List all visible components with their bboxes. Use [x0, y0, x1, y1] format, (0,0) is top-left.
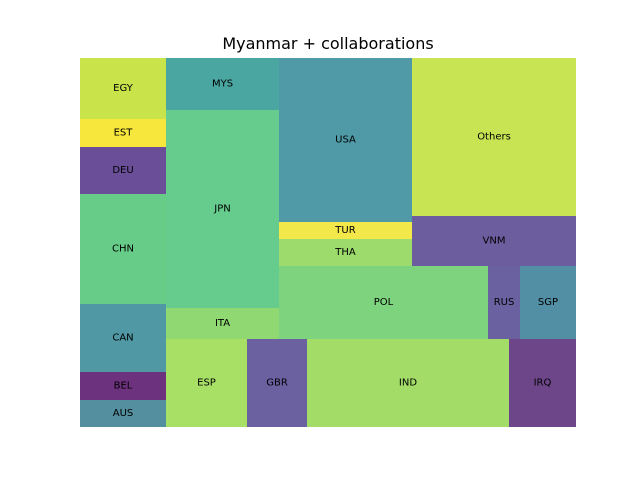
- treemap-cell-others: [412, 58, 576, 216]
- treemap-cell-usa: [279, 58, 412, 222]
- treemap-label-est: EST: [114, 128, 134, 139]
- treemap-label-bel: BEL: [114, 381, 133, 392]
- treemap-label-aus: AUS: [113, 408, 134, 419]
- treemap-label-chn: CHN: [112, 244, 134, 255]
- treemap-label-sgp: SGP: [538, 297, 558, 308]
- treemap-cell-chn: [80, 194, 166, 304]
- treemap-label-deu: DEU: [112, 165, 133, 176]
- treemap-cells: EGY EST DEU CHN CAN BEL AUS MYS JPN ITA USA TUR THA O…: [80, 58, 576, 427]
- treemap-cell-gbr: [247, 339, 307, 427]
- treemap-label-jpn: JPN: [213, 204, 230, 215]
- treemap-cell-irq: [509, 339, 576, 427]
- treemap-cell-jpn: [166, 110, 279, 308]
- treemap-label-mys: MYS: [212, 79, 233, 90]
- treemap-label-tha: THA: [334, 247, 356, 258]
- chart-title: Myanmar + collaborations: [222, 34, 433, 53]
- treemap-label-usa: USA: [335, 135, 356, 146]
- treemap-label-pol: POL: [374, 297, 394, 308]
- treemap-cell-ind: [307, 339, 509, 427]
- treemap-cell-tur: [279, 222, 412, 239]
- treemap-cell-mys: [166, 58, 279, 110]
- treemap-label-can: CAN: [112, 333, 133, 344]
- treemap-label-ind: IND: [399, 378, 417, 389]
- treemap-cell-bel: [80, 372, 166, 400]
- treemap-cell-rus: [488, 266, 520, 339]
- treemap-cell-sgp: [520, 266, 576, 339]
- treemap-cell-aus: [80, 400, 166, 427]
- treemap-label-vnm: VNM: [483, 236, 506, 247]
- treemap-cell-est: [80, 119, 166, 147]
- treemap-label-tur: TUR: [334, 225, 355, 236]
- treemap-cell-can: [80, 304, 166, 372]
- treemap-label-irq: IRQ: [534, 378, 552, 389]
- treemap-label-gbr: GBR: [266, 378, 288, 389]
- treemap-label-ita: ITA: [215, 318, 230, 329]
- treemap-label-others: Others: [477, 132, 511, 143]
- treemap-cell-ita: [166, 308, 279, 339]
- treemap-cell-tha: [279, 239, 412, 266]
- treemap-cell-deu: [80, 147, 166, 194]
- treemap-label-egy: EGY: [113, 83, 134, 94]
- treemap-cell-vnm: [412, 216, 576, 266]
- treemap-label-rus: RUS: [494, 297, 515, 308]
- treemap-cell-esp: [166, 339, 247, 427]
- treemap-cell-egy: [80, 58, 166, 119]
- treemap-label-esp: ESP: [197, 378, 216, 389]
- treemap-cell-pol: [279, 266, 488, 339]
